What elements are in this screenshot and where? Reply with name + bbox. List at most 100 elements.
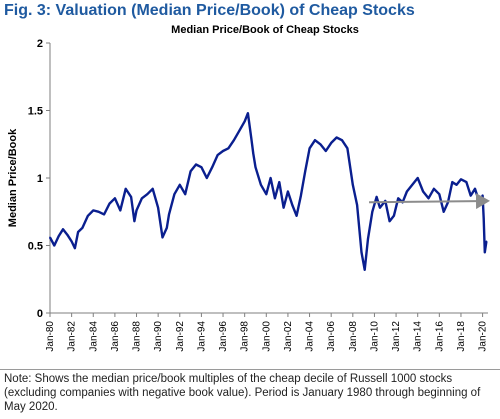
figure-title: Fig. 3: Valuation (Median Price/Book) of… — [4, 2, 415, 19]
x-tick-label: Jan-84 — [88, 321, 99, 352]
series-point — [474, 187, 476, 190]
series-point — [70, 240, 73, 243]
footnote: Note: Shows the median price/book multip… — [4, 373, 481, 413]
series-point — [195, 163, 197, 166]
y-axis: 0 0.5 1 1.5 2 — [28, 38, 51, 320]
series-point — [356, 204, 358, 206]
series-point — [227, 147, 230, 150]
x-tick-label: Jan-04 — [305, 321, 316, 352]
series-point — [238, 129, 241, 132]
series-point — [247, 112, 249, 115]
series-point — [469, 194, 472, 197]
series-point — [114, 197, 116, 200]
series-point — [151, 187, 154, 190]
series-point — [314, 139, 316, 142]
series-point — [81, 227, 84, 229]
x-tick-label: Jan-00 — [261, 321, 272, 352]
series-point — [165, 227, 168, 229]
series-point — [465, 181, 468, 184]
series-point — [92, 209, 95, 212]
x-tick-label: Jan-86 — [110, 321, 121, 352]
series-point — [388, 220, 391, 223]
y-tick-label: 2 — [37, 38, 43, 50]
series-point — [141, 197, 143, 200]
series-point — [481, 194, 484, 197]
x-tick-label: Jan-96 — [218, 321, 229, 352]
series-point — [308, 147, 311, 150]
series-point — [438, 193, 441, 196]
series-point — [200, 166, 203, 169]
series-point — [351, 183, 354, 186]
series-point — [146, 193, 149, 196]
series-point — [330, 142, 333, 144]
x-axis: Jan-80 Jan-82 Jan-84 Jan-86 Jan-88 Jan-90 Jan-… — [45, 312, 489, 352]
series-point — [360, 251, 363, 254]
series-point — [161, 236, 164, 239]
series-point — [157, 206, 160, 209]
series-point — [168, 213, 170, 216]
series-point — [406, 190, 408, 193]
series-point — [103, 213, 105, 216]
series-point — [124, 187, 127, 190]
series-point — [97, 210, 100, 213]
series-point — [442, 210, 445, 213]
series-point — [260, 183, 262, 186]
chart-title: Median Price/Book of Cheap Stocks — [171, 24, 359, 36]
series-point — [211, 166, 214, 169]
series-point — [74, 247, 76, 250]
series-point — [335, 136, 338, 139]
series-point — [291, 204, 294, 206]
series-point — [233, 139, 235, 142]
x-tick-label: Jan-82 — [67, 321, 78, 352]
series-point — [304, 170, 307, 173]
series-point — [269, 177, 272, 179]
series-point — [416, 177, 419, 179]
series-point — [375, 196, 378, 198]
series-point — [184, 193, 187, 196]
series-point — [265, 193, 268, 196]
series-point — [363, 268, 366, 271]
x-tick-label: Jan-02 — [283, 321, 294, 352]
series-point — [393, 214, 395, 217]
series-point — [319, 143, 322, 146]
series-point — [87, 214, 89, 217]
series-point — [108, 202, 111, 205]
series-point — [173, 193, 176, 196]
series-point — [397, 197, 400, 200]
x-tick-label: Jan-16 — [434, 321, 445, 352]
series-point — [324, 150, 327, 152]
series-point — [53, 244, 56, 247]
series-point — [346, 147, 349, 150]
series-point — [133, 220, 136, 223]
x-tick-label: Jan-94 — [196, 321, 207, 352]
y-tick-label: 0.5 — [28, 241, 43, 253]
series-point — [252, 152, 255, 155]
x-tick-label: Jan-80 — [45, 321, 56, 352]
series-point — [367, 237, 369, 240]
series-point — [411, 183, 414, 186]
x-tick-label: Jan-06 — [326, 321, 337, 352]
y-tick-label: 1.5 — [28, 106, 43, 118]
series-point — [451, 181, 454, 184]
note-divider — [0, 369, 500, 370]
x-tick-label: Jan-90 — [153, 321, 164, 352]
x-tick-label: Jan-14 — [413, 321, 424, 352]
series-point — [422, 190, 424, 193]
series-point — [254, 166, 257, 169]
series-point — [300, 194, 302, 197]
series-point — [460, 178, 462, 181]
y-tick-label: 1 — [37, 173, 43, 185]
x-tick-label: Jan-10 — [369, 321, 380, 352]
series-point — [57, 235, 60, 238]
series-point — [66, 233, 69, 236]
series-point — [62, 228, 64, 231]
series-point — [278, 181, 281, 184]
series-point — [205, 177, 208, 179]
y-axis-label: Median Price/Book — [7, 128, 19, 227]
series-point — [455, 183, 458, 186]
series-point — [222, 150, 224, 152]
series-point — [341, 139, 343, 142]
x-tick-label: Jan-08 — [348, 321, 359, 352]
x-tick-label: Jan-98 — [240, 321, 251, 352]
series-point — [250, 136, 253, 139]
